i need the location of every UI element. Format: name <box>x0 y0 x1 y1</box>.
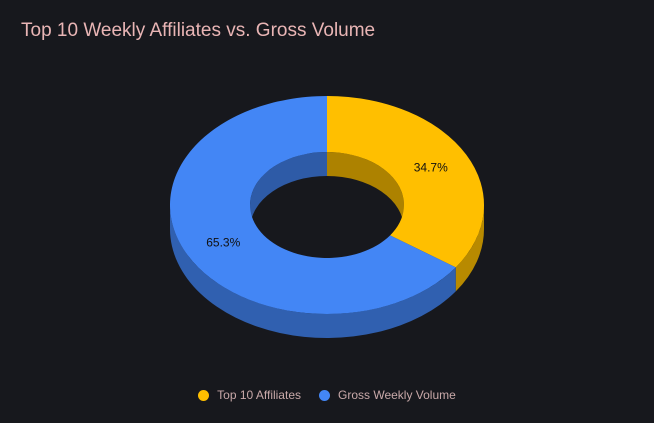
chart-title: Top 10 Weekly Affiliates vs. Gross Volum… <box>21 20 376 41</box>
legend-label-gross-weekly-volume: Gross Weekly Volume <box>338 388 456 402</box>
chart-legend: Top 10 Affiliates Gross Weekly Volume <box>0 386 654 404</box>
slice-inner-wall-0-0[interactable] <box>327 152 404 229</box>
legend-item-top-10-affiliates[interactable]: Top 10 Affiliates <box>198 388 301 402</box>
slice-inner-wall-1-0[interactable] <box>250 152 327 229</box>
legend-dot-top-10-affiliates <box>198 389 210 401</box>
legend-item-gross-weekly-volume[interactable]: Gross Weekly Volume <box>319 388 456 402</box>
slice-top-0[interactable] <box>327 96 485 268</box>
legend-label-top-10-affiliates: Top 10 Affiliates <box>217 388 301 402</box>
slice-side-1[interactable] <box>170 205 456 339</box>
slice-label-1: 65.3% <box>206 235 240 249</box>
slice-label-0: 34.7% <box>414 161 448 175</box>
slice-top-1[interactable] <box>170 96 456 314</box>
slice-side-0[interactable] <box>455 205 484 292</box>
legend-dot-gross-weekly-volume <box>319 389 330 401</box>
